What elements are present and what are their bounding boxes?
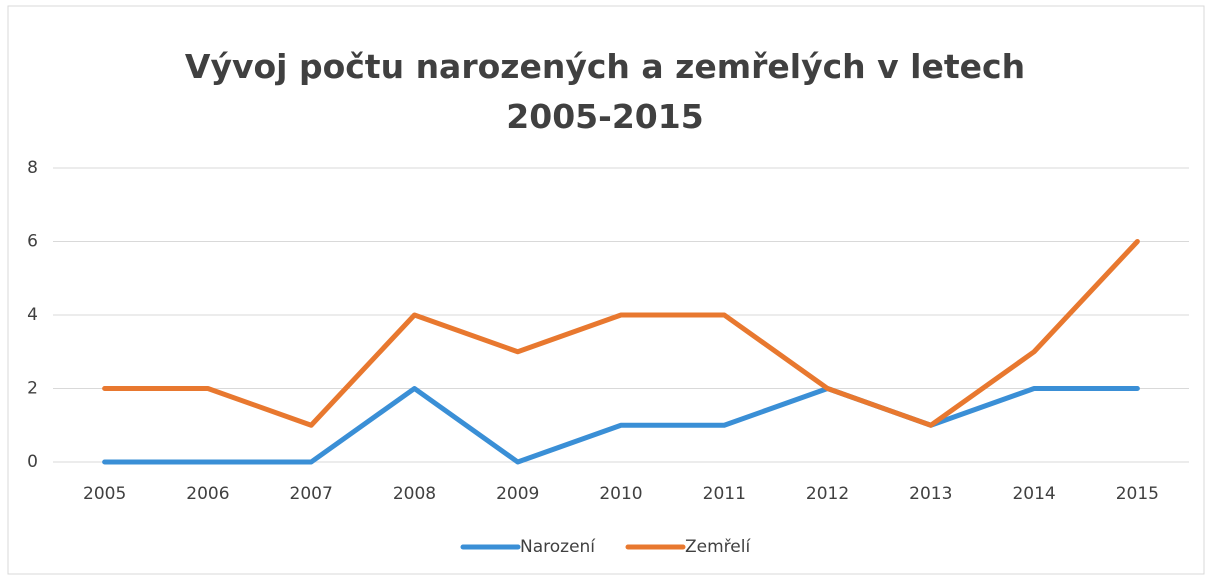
- line-series: [102, 386, 1140, 465]
- y-tick-label: 6: [27, 232, 38, 252]
- x-tick-label: 2013: [909, 484, 952, 504]
- legend-label: Zemřelí: [685, 537, 751, 557]
- x-tick-label: 2006: [186, 484, 229, 504]
- y-tick-label: 4: [27, 305, 38, 325]
- x-tick-label: 2014: [1012, 484, 1055, 504]
- chart-title: Vývoj počtu narozených a zemřelých v let…: [184, 47, 1026, 136]
- chart-border: [7, 5, 1205, 575]
- y-tick-label: 8: [27, 158, 38, 178]
- y-tick-label: 0: [27, 452, 38, 472]
- y-tick-label: 2: [27, 379, 38, 399]
- x-tick-label: 2009: [496, 484, 539, 504]
- x-tick-label: 2015: [1116, 484, 1159, 504]
- x-tick-label: 2008: [393, 484, 436, 504]
- line-series: [102, 239, 1140, 428]
- x-tick-label: 2012: [806, 484, 849, 504]
- x-tick-label: 2010: [599, 484, 642, 504]
- x-tick-label: 2007: [290, 484, 333, 504]
- x-tick-label: 2011: [703, 484, 746, 504]
- legend-label: Narození: [520, 537, 596, 557]
- x-tick-label: 2005: [83, 484, 126, 504]
